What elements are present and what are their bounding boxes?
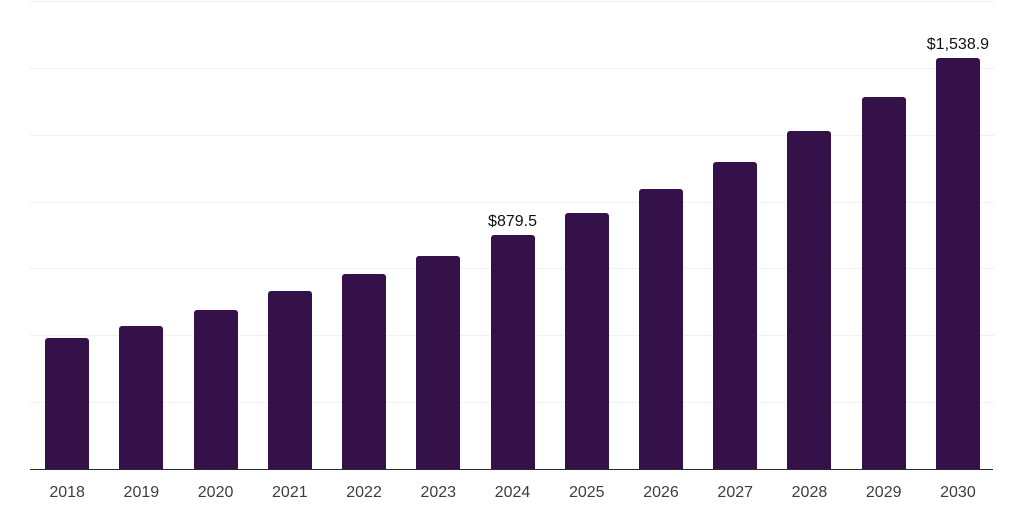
- x-tick-2024: 2024: [494, 484, 531, 501]
- x-tick-2019: 2019: [123, 484, 160, 501]
- x-tick-2029: 2029: [865, 484, 902, 501]
- bar-column-2029: [847, 2, 921, 470]
- bar-2018: [45, 337, 90, 470]
- gridline-1500: [30, 67, 995, 69]
- bar-column-2023: [401, 2, 475, 470]
- bar-column-2027: [698, 2, 772, 470]
- bars-row: $879.5 $1,538.9: [30, 2, 995, 470]
- x-axis-labels: 2018 2019 2020 2021 2022 2023 2024 2025 2026 2027…: [30, 485, 995, 501]
- bar-2022: [342, 273, 387, 470]
- x-tick-2026: 2026: [643, 484, 679, 501]
- bar-2030: $1,538.9: [927, 37, 989, 470]
- bar-column-2021: [253, 2, 327, 470]
- bar-column-2019: [104, 2, 178, 470]
- bar-2027: [713, 162, 758, 470]
- gridline-1750: [30, 1, 995, 2]
- bar-column-2025: [550, 2, 624, 470]
- x-tick-2030: 2030: [940, 484, 976, 501]
- bar-2019: [119, 326, 164, 470]
- bar-2029: [861, 96, 906, 470]
- bar-2025: [564, 213, 609, 470]
- data-label-2024: $879.5: [488, 212, 537, 230]
- bar-2024: $879.5: [488, 213, 537, 470]
- plot-area: $879.5 $1,538.9: [30, 1, 995, 470]
- bar-column-2020: [178, 2, 252, 470]
- data-label-2030: $1,538.9: [926, 36, 990, 54]
- gridline-1000: [30, 201, 995, 203]
- x-tick-2021: 2021: [272, 484, 308, 501]
- bar-2021: [267, 290, 312, 470]
- bar-2023: [416, 255, 461, 470]
- bar-column-2024: $879.5: [475, 2, 549, 470]
- bar-column-2028: [772, 2, 846, 470]
- x-tick-2020: 2020: [197, 484, 234, 501]
- bar-column-2022: [327, 2, 401, 470]
- gridline-1250: [30, 134, 995, 136]
- x-tick-2025: 2025: [568, 484, 605, 501]
- x-tick-2028: 2028: [791, 484, 828, 501]
- x-axis-line: [30, 468, 993, 470]
- bar-column-2026: [624, 2, 698, 470]
- bar-2026: [638, 188, 683, 470]
- bar-column-2018: [30, 2, 104, 470]
- x-tick-2023: 2023: [420, 484, 457, 501]
- bar-2020: [193, 310, 238, 470]
- x-tick-2018: 2018: [49, 484, 85, 501]
- x-tick-2027: 2027: [717, 484, 754, 501]
- bar-column-2030: $1,538.9: [921, 2, 995, 470]
- bar-2028: [787, 130, 832, 470]
- x-tick-2022: 2022: [346, 484, 382, 501]
